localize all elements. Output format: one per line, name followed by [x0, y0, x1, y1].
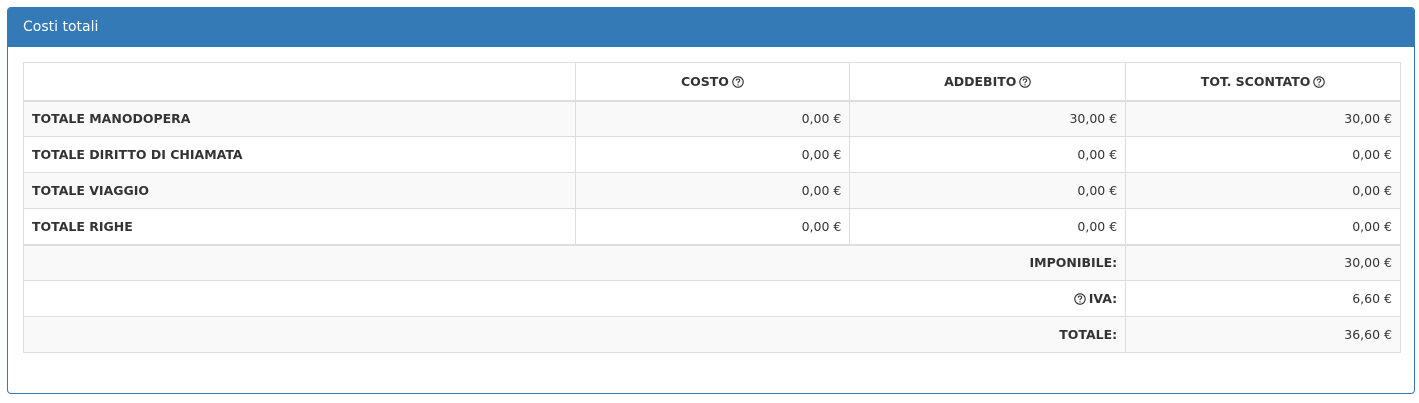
row-value: 0,00 € — [849, 208, 1127, 245]
cost-row: TOTALE DIRITTO DI CHIAMATA 0,00 €0,00 €0,… — [23, 136, 1401, 173]
header-label: ADDEBITO — [944, 73, 1017, 89]
row-value: 0,00 € — [849, 136, 1127, 173]
row-value: 30,00 € — [849, 100, 1127, 137]
header-cell: COSTO — [574, 62, 851, 102]
row-value: 0,00 € — [1125, 136, 1401, 173]
summary-row: TOTALE: 36,60 € — [22, 316, 1401, 353]
row-label: TOTALE DIRITTO DI CHIAMATA — [23, 136, 576, 173]
summary-label: IMPONIBILE: — [1029, 255, 1118, 271]
row-value: 0,00 € — [574, 208, 851, 245]
row-value: 0,00 € — [1125, 172, 1401, 209]
row-label: TOTALE VIAGGIO — [23, 172, 576, 209]
cost-row: TOTALE VIAGGIO 0,00 €0,00 €0,00 € — [23, 172, 1401, 209]
help-icon[interactable] — [732, 76, 744, 88]
summary-label-cell: TOTALE: — [22, 316, 1127, 353]
row-value: 0,00 € — [849, 172, 1127, 209]
summary-value: 6,60 € — [1125, 280, 1401, 317]
header-cell: TOT. SCONTATO — [1125, 62, 1401, 102]
header-cell — [23, 62, 576, 102]
help-icon[interactable] — [1019, 76, 1032, 88]
summary-value: 36,60 € — [1125, 316, 1401, 353]
panel-title: Costi totali — [8, 8, 1414, 47]
summary-label-cell: IMPONIBILE: — [22, 243, 1127, 281]
summary-value: 30,00 € — [1125, 243, 1401, 281]
row-label: TOTALE MANODOPERA — [23, 100, 576, 137]
row-value: 30,00 € — [1125, 100, 1401, 137]
row-value: 0,00 € — [574, 136, 851, 173]
cost-row: TOTALE RIGHE 0,00 €0,00 €0,00 € — [23, 208, 1401, 245]
header-cell: ADDEBITO — [849, 62, 1127, 102]
row-value: 0,00 € — [574, 100, 851, 137]
header-label: TOT. SCONTATO — [1200, 73, 1311, 89]
cost-row: TOTALE MANODOPERA 0,00 €30,00 €30,00 € — [23, 100, 1401, 137]
summary-label: IVA: — [1088, 291, 1118, 306]
panel: Costi totali COSTO ADDEBITO TOT. SCONTATO … — [7, 7, 1415, 394]
row-value: 0,00 € — [1125, 208, 1401, 245]
table-head: COSTO ADDEBITO TOT. SCONTATO — [23, 62, 1401, 102]
help-icon[interactable] — [1313, 76, 1326, 88]
header-label: COSTO — [680, 73, 729, 89]
header-row: COSTO ADDEBITO TOT. SCONTATO — [23, 62, 1401, 102]
summary-row: IVA: 6,60 € — [22, 280, 1401, 317]
row-label: TOTALE RIGHE — [23, 208, 576, 245]
costs-table: COSTO ADDEBITO TOT. SCONTATO TOTALE MANODO… — [22, 62, 1401, 353]
help-icon[interactable] — [1074, 293, 1086, 305]
summary-label: TOTALE: — [1059, 327, 1118, 342]
row-value: 0,00 € — [574, 172, 851, 209]
table-body: TOTALE MANODOPERA 0,00 €30,00 €30,00 € TOT… — [22, 100, 1401, 353]
summary-label-cell: IVA: — [22, 280, 1127, 317]
summary-row: IMPONIBILE: 30,00 € — [22, 243, 1401, 281]
